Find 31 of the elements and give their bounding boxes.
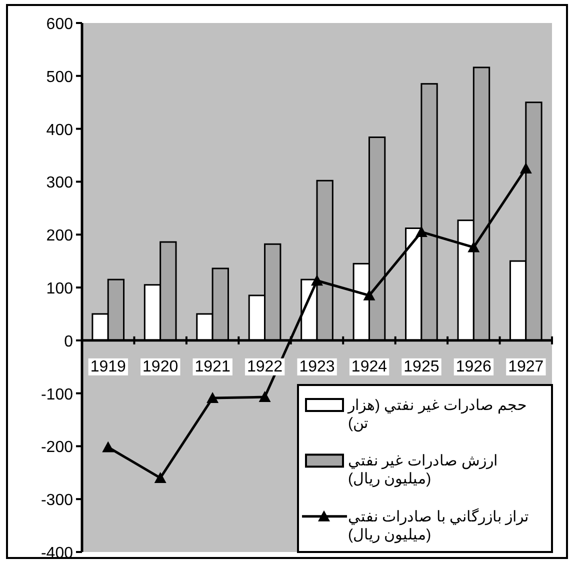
- y-tick-label: 0: [64, 333, 74, 350]
- y-tick-label: -100: [40, 386, 74, 404]
- y-tick-label: 300: [46, 174, 74, 192]
- x-tick-label: 1923: [299, 358, 335, 376]
- legend-label: حجم صادرات غير نفتي (هزار تن): [347, 397, 527, 432]
- x-tick-label: 1921: [194, 358, 230, 376]
- point: [102, 441, 114, 452]
- x-tick-label: 1920: [142, 358, 178, 376]
- point: [258, 391, 271, 402]
- x-tick-label: 1925: [404, 358, 440, 376]
- legend-label: ارزش صادرات غير نفتي (ميليون ريال): [348, 452, 498, 488]
- y-tick-label: 500: [46, 68, 74, 86]
- x-tick-label: 1926: [456, 358, 492, 376]
- point: [415, 226, 428, 237]
- point: [206, 392, 219, 404]
- point: [468, 241, 480, 252]
- x-tick-label: 1922: [246, 358, 283, 376]
- y-tick-label: 600: [46, 16, 74, 33]
- legend-label: تراز بازرگاني با صادرات نفتي (ميليون ريال): [348, 507, 529, 544]
- point: [520, 162, 532, 174]
- y-tick-label: 100: [46, 280, 74, 298]
- point: [311, 274, 323, 286]
- x-tick-label: 1927: [508, 358, 544, 376]
- y-tick-label: 400: [46, 122, 74, 139]
- y-tick-label: -200: [40, 439, 74, 456]
- x-tick-label: 1919: [90, 358, 126, 376]
- point: [363, 289, 376, 300]
- y-tick-label: 200: [46, 228, 74, 245]
- y-tick-label: -300: [40, 492, 74, 510]
- point: [154, 472, 166, 483]
- x-tick-label: 1924: [351, 358, 388, 376]
